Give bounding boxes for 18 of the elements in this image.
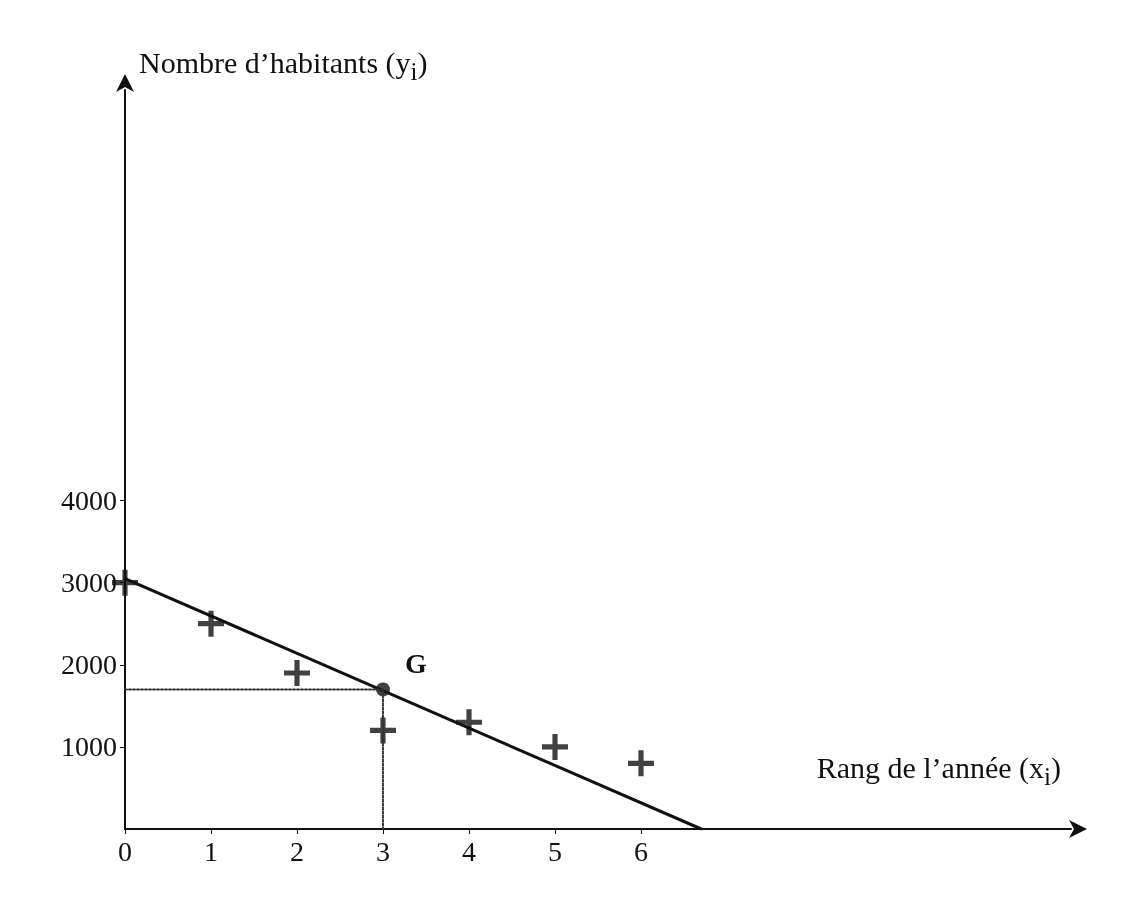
y-tick-label: 2000 bbox=[61, 649, 117, 681]
x-tick-label: 5 bbox=[548, 835, 562, 867]
y-tick-label: 1000 bbox=[61, 731, 117, 763]
x-tick-label: 1 bbox=[204, 835, 218, 867]
x-axis-title: Rang de l’année (x$_{i}$) bbox=[816, 751, 1061, 791]
x-tick-label: 0 bbox=[118, 835, 132, 867]
point bbox=[542, 733, 568, 760]
y-axis-title: Nombre d’habitants (y$_{i}$) bbox=[139, 46, 428, 86]
annotation: G bbox=[405, 647, 427, 679]
y-tick-label: 3000 bbox=[61, 567, 117, 599]
x-tick-label: 2 bbox=[290, 835, 304, 867]
x-tick-label: 6 bbox=[634, 835, 648, 867]
y-tick-label: 4000 bbox=[61, 485, 117, 517]
x-tick-label: 4 bbox=[462, 835, 476, 867]
point bbox=[198, 610, 224, 637]
point bbox=[628, 750, 654, 777]
point bbox=[284, 659, 310, 686]
x-tick-label: 3 bbox=[376, 835, 390, 867]
